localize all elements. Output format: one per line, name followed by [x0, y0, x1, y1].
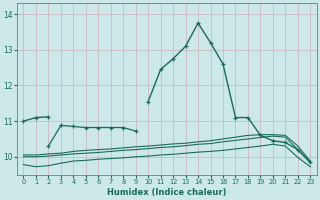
X-axis label: Humidex (Indice chaleur): Humidex (Indice chaleur): [107, 188, 227, 197]
